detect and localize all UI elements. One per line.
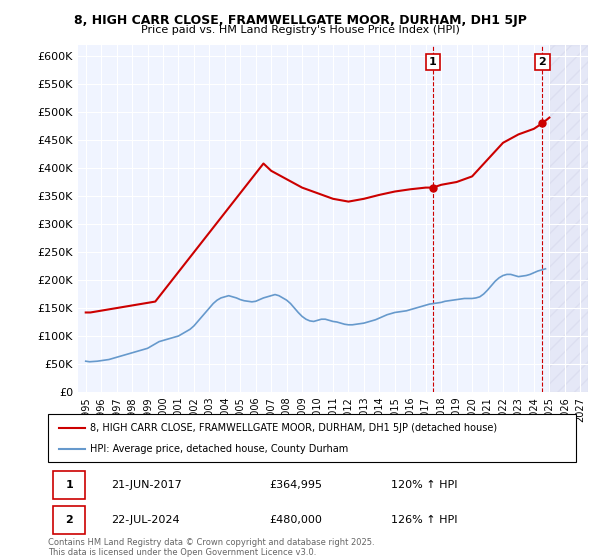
- Text: £480,000: £480,000: [270, 515, 323, 525]
- Bar: [550, 45, 588, 392]
- Text: Price paid vs. HM Land Registry's House Price Index (HPI): Price paid vs. HM Land Registry's House …: [140, 25, 460, 35]
- FancyBboxPatch shape: [48, 414, 576, 462]
- FancyBboxPatch shape: [53, 471, 85, 499]
- Text: 2: 2: [65, 515, 73, 525]
- Text: 8, HIGH CARR CLOSE, FRAMWELLGATE MOOR, DURHAM, DH1 5JP (detached house): 8, HIGH CARR CLOSE, FRAMWELLGATE MOOR, D…: [90, 423, 497, 433]
- Text: 21-JUN-2017: 21-JUN-2017: [112, 480, 182, 490]
- Text: Contains HM Land Registry data © Crown copyright and database right 2025.
This d: Contains HM Land Registry data © Crown c…: [48, 538, 374, 557]
- Text: 126% ↑ HPI: 126% ↑ HPI: [391, 515, 458, 525]
- Text: 2: 2: [539, 57, 546, 67]
- Text: HPI: Average price, detached house, County Durham: HPI: Average price, detached house, Coun…: [90, 444, 349, 454]
- FancyBboxPatch shape: [53, 506, 85, 534]
- Text: 1: 1: [65, 480, 73, 490]
- Text: 1: 1: [429, 57, 437, 67]
- Text: 120% ↑ HPI: 120% ↑ HPI: [391, 480, 458, 490]
- Text: 22-JUL-2024: 22-JUL-2024: [112, 515, 180, 525]
- Text: 8, HIGH CARR CLOSE, FRAMWELLGATE MOOR, DURHAM, DH1 5JP: 8, HIGH CARR CLOSE, FRAMWELLGATE MOOR, D…: [74, 14, 526, 27]
- Text: £364,995: £364,995: [270, 480, 323, 490]
